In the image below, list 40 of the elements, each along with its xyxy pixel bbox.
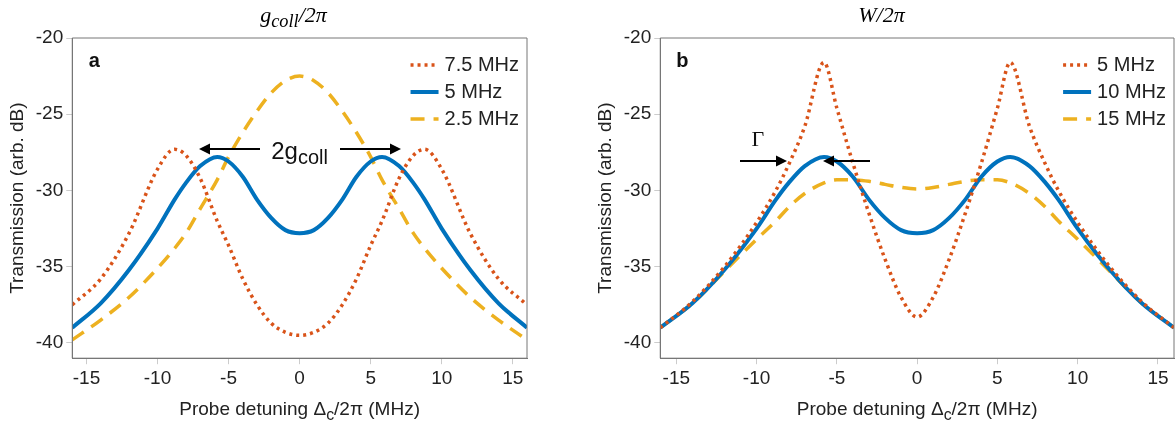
y-tick-label: -20 [35,26,64,48]
x-tick-label: -15 [662,366,691,388]
x-tick-label: -5 [220,366,238,388]
y-axis-title: Transmission (arb. dB) [5,102,27,294]
x-axis-title: Probe detuning Δ$_{c}$/2π (MHz) [179,398,420,424]
y-tick-label: -35 [623,254,652,276]
x-tick-label: 15 [502,366,524,388]
y-axis-title: Transmission (arb. dB) [593,102,615,294]
y-tick-label: -40 [35,331,64,353]
y-tick-label: -20 [623,26,652,48]
x-tick-label: -15 [72,366,101,388]
y-tick-label: -35 [35,254,64,276]
legend-label: 15 MHz [1097,106,1166,129]
x-tick-label: 15 [1147,366,1169,388]
legend-label: 2.5 MHz [444,106,520,129]
x-tick-label: 0 [911,366,923,388]
y-tick-label: -25 [623,102,652,124]
y-tick-label: -30 [623,178,652,200]
annotation: 2g$_{coll}$ [271,136,328,170]
x-tick-label: 5 [992,366,1003,388]
x-tick-label: 0 [294,366,305,388]
y-tick-label: -25 [35,102,64,124]
chart-title: g$_{coll}$/2π [260,2,327,32]
x-tick-label: -10 [143,366,172,388]
y-tick-label: -30 [35,178,64,200]
annotation: a [88,48,100,72]
x-tick-label: -10 [742,366,771,388]
legend-label: 5 MHz [444,79,503,102]
legend-label: 5 MHz [1097,52,1155,75]
legend-label: 7.5 MHz [444,52,520,75]
x-axis-title: Probe detuning Δ$_{c}$/2π (MHz) [796,398,1038,424]
annotation: b [676,48,689,72]
annotation: Γ [751,125,765,152]
x-tick-label: -5 [828,366,846,388]
legend-label: 10 MHz [1097,79,1166,102]
x-tick-label: 5 [365,366,376,388]
y-tick-label: -40 [623,331,652,353]
x-tick-label: 10 [431,366,453,388]
chart-title: W/2π [857,2,907,28]
x-tick-label: 10 [1067,366,1089,388]
